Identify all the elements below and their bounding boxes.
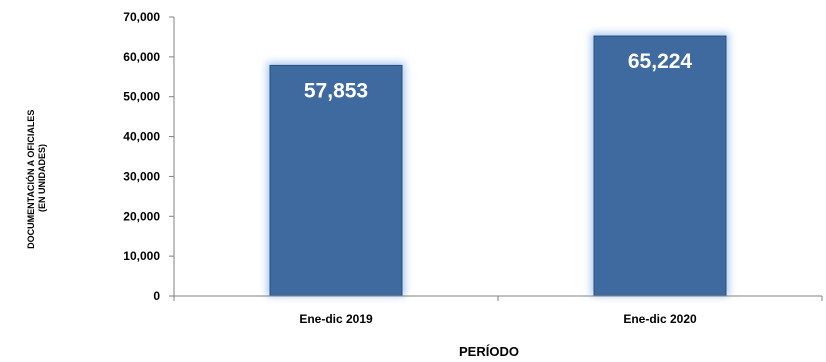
y-tick-label: 30,000 xyxy=(123,169,160,183)
bar xyxy=(269,64,403,297)
y-axis-title-line-1: DOCUMENTACIÓN A OFICIALES xyxy=(25,110,36,249)
y-tick-label: 20,000 xyxy=(123,209,160,223)
y-axis-title: DOCUMENTACIÓN A OFICIALES (EN UNIDADES) xyxy=(25,107,47,249)
y-tick-label: 70,000 xyxy=(123,10,160,24)
y-tick-label: 50,000 xyxy=(123,90,160,104)
x-axis-title: PERÍODO xyxy=(459,344,519,359)
y-tick-label: 10,000 xyxy=(123,249,160,263)
y-axis-title-line-2: (EN UNIDADES) xyxy=(37,144,47,212)
data-label: 57,853 xyxy=(304,79,368,102)
x-tick-label: Ene-dic 2019 xyxy=(299,312,373,326)
data-label: 65,224 xyxy=(628,50,693,73)
x-tick-label: Ene-dic 2020 xyxy=(623,312,697,326)
y-tick-label: 0 xyxy=(153,289,160,303)
y-tick-label: 60,000 xyxy=(123,50,160,64)
y-tick-label: 40,000 xyxy=(123,130,160,144)
bar xyxy=(593,35,727,297)
